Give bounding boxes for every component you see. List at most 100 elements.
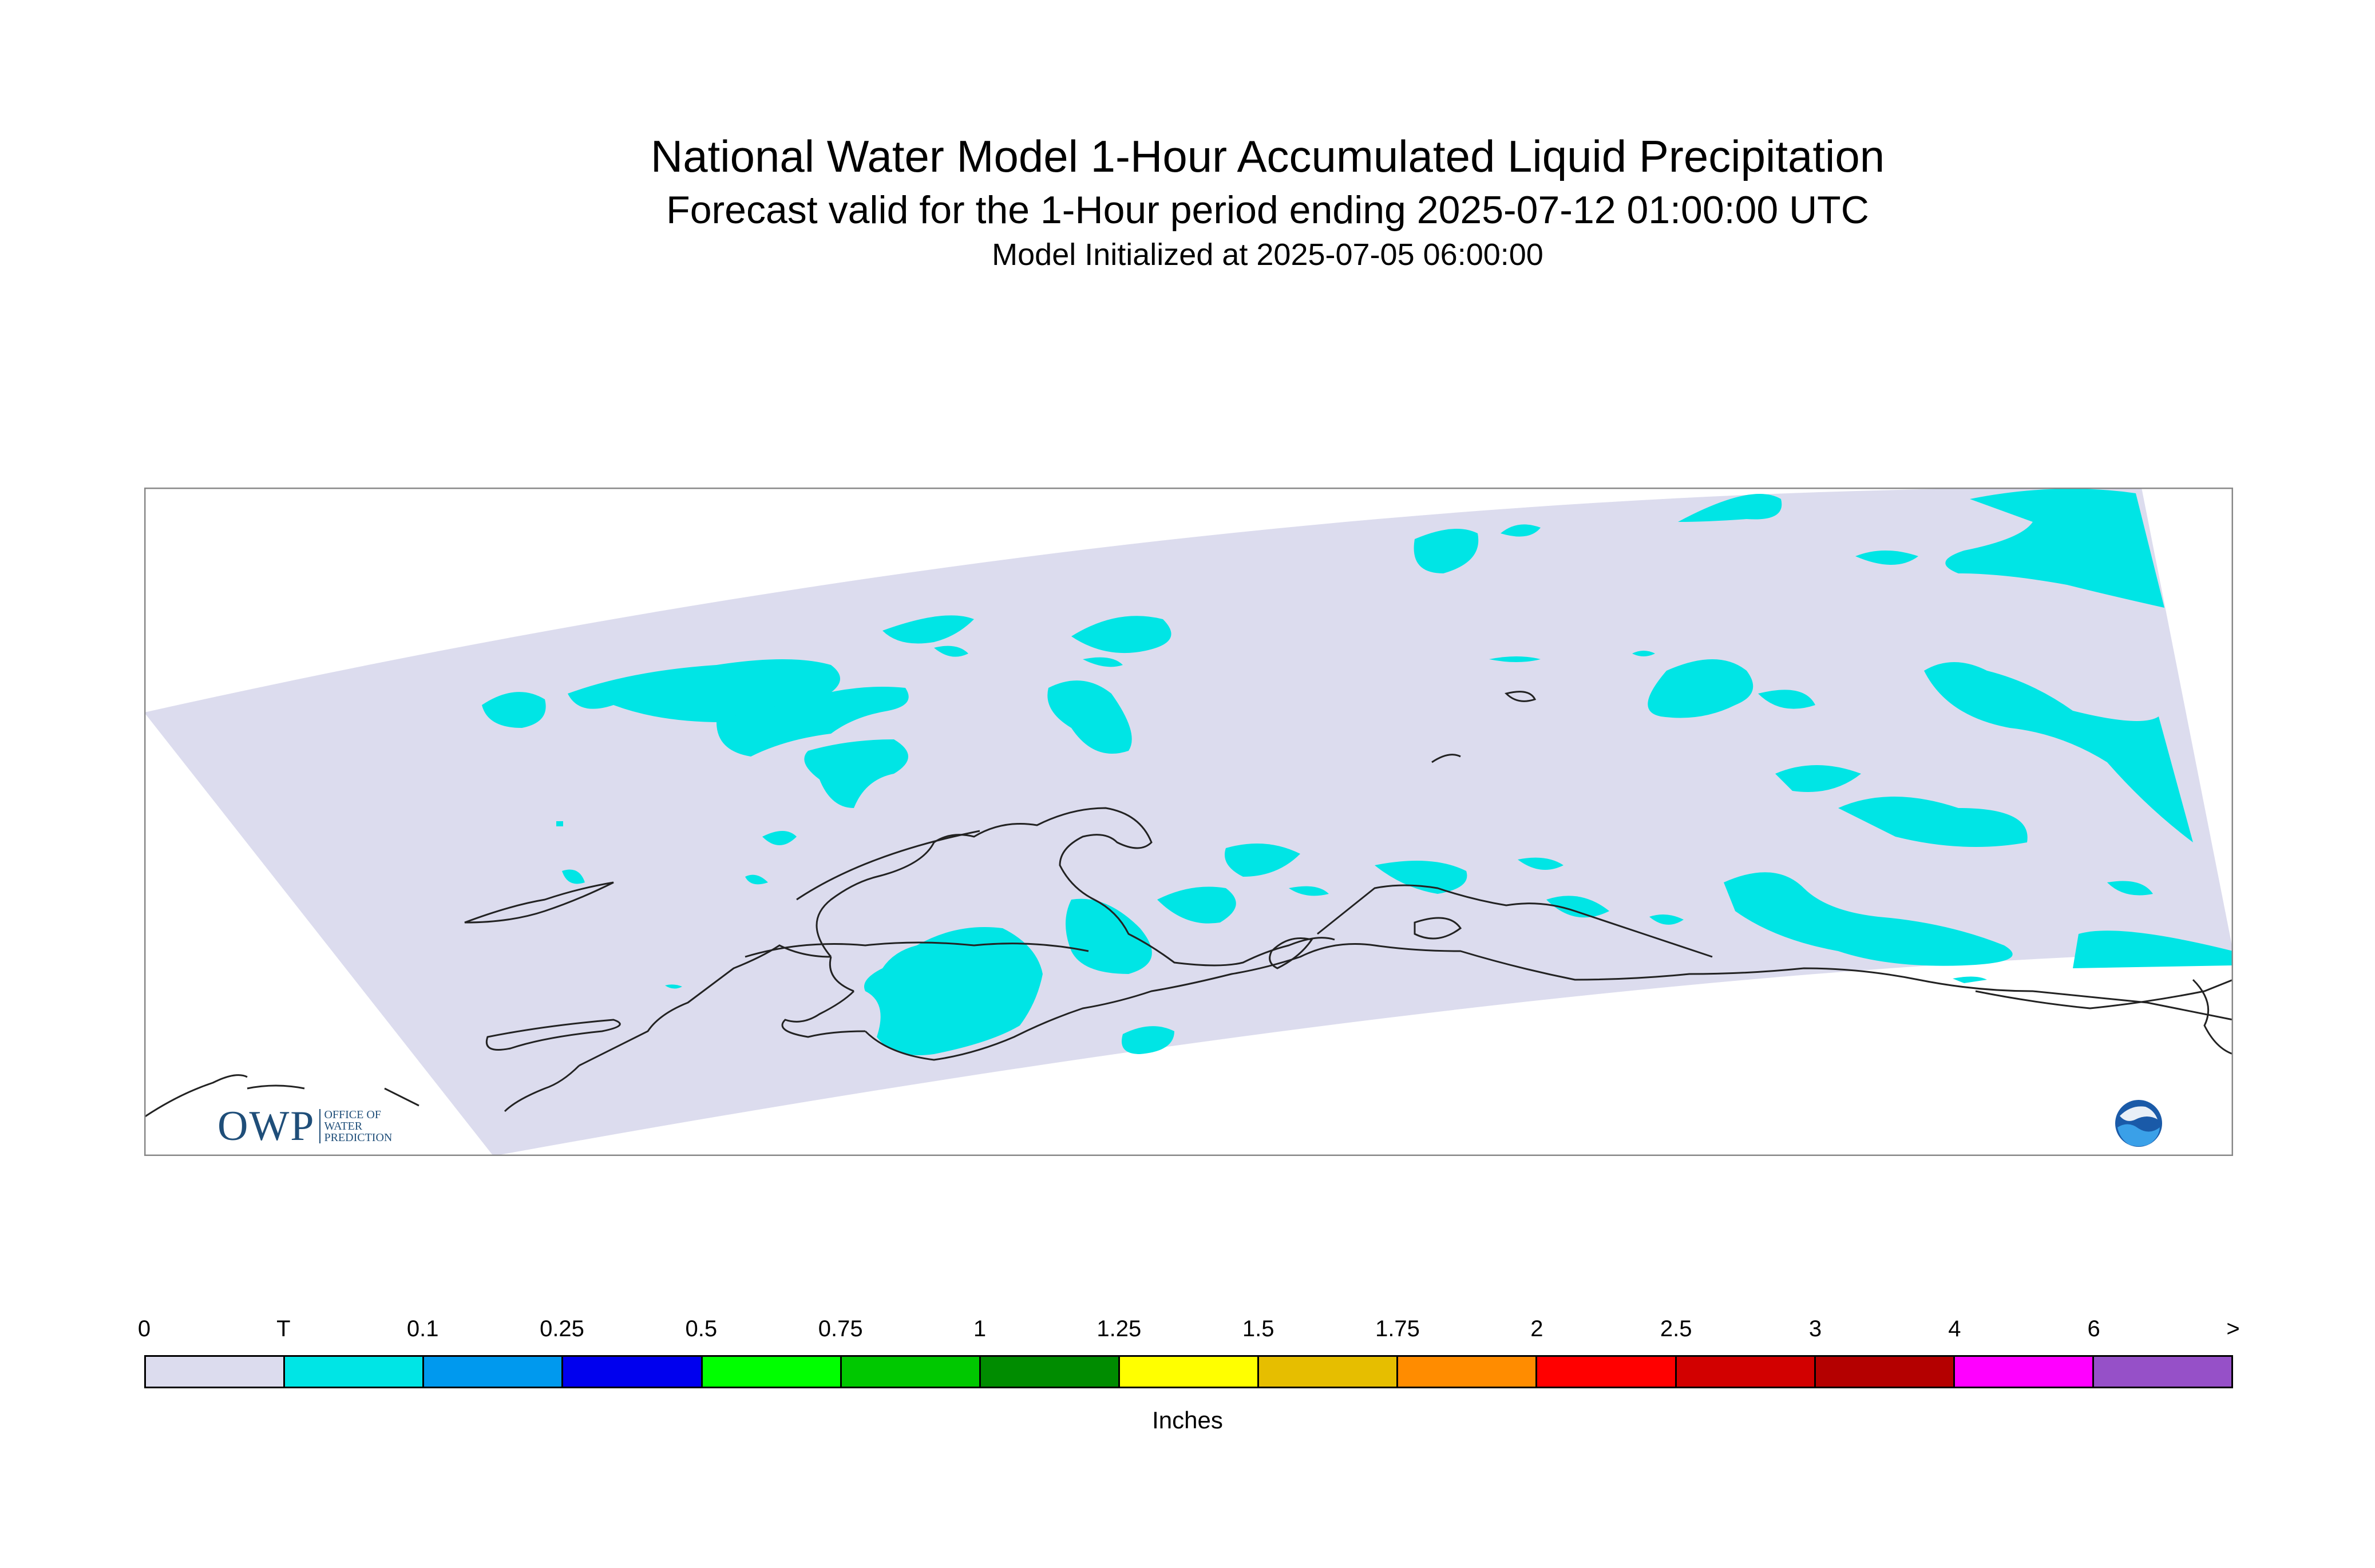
precip-area	[1758, 690, 1815, 709]
precip-area	[1157, 886, 1236, 924]
precip-area	[1775, 765, 1861, 792]
precip-area	[562, 869, 585, 884]
precip-area	[1375, 861, 1467, 894]
island-outline	[1505, 691, 1537, 702]
precip-area	[864, 927, 1043, 1055]
coastline-mainland	[816, 807, 1335, 967]
legend-swatch	[1537, 1357, 1677, 1387]
coastline-west	[579, 944, 832, 1067]
coastline-peninsula	[781, 990, 866, 1038]
river-yukon	[745, 941, 1089, 958]
map-title: National Water Model 1-Hour Accumulated …	[650, 131, 1885, 181]
precip-area	[717, 687, 909, 757]
precip-area	[1678, 494, 1782, 522]
legend-swatch	[1259, 1357, 1399, 1387]
legend-swatch	[1398, 1357, 1538, 1387]
precip-area	[1838, 797, 2028, 847]
precip-area	[1953, 976, 1987, 983]
legend-swatch	[1119, 1357, 1260, 1387]
precip-area	[1501, 524, 1541, 537]
legend-label: 0.25	[540, 1316, 584, 1341]
precip-area	[1083, 657, 1123, 667]
precip-area	[1724, 872, 2013, 966]
owp-logo: OWP OFFICE OF WATER PREDICTION	[217, 1102, 392, 1150]
precip-area	[1225, 844, 1300, 877]
precip-area	[556, 821, 563, 826]
precip-area	[882, 615, 974, 644]
legend-label: 3	[1808, 1316, 1822, 1341]
coastline-east	[2192, 979, 2233, 1055]
legend-label: 0.5	[685, 1316, 718, 1341]
legend-swatch	[702, 1357, 842, 1387]
legend-label: 0	[137, 1316, 151, 1341]
legend-label: 1.5	[1242, 1316, 1274, 1341]
precip-area	[1414, 529, 1479, 573]
precip-area	[1518, 857, 1563, 870]
precip-area	[745, 874, 768, 885]
island-outline	[1431, 754, 1461, 763]
coastline-russia-2	[247, 1084, 305, 1090]
legend-units: Inches	[1152, 1407, 1223, 1434]
legend-swatch	[2093, 1357, 2232, 1387]
precip-area	[1489, 656, 1541, 662]
coastline-canada	[1975, 979, 2233, 1009]
legend-swatch	[1954, 1357, 2094, 1387]
legend-label: T	[276, 1316, 291, 1341]
precip-area	[568, 659, 840, 722]
model-domain	[144, 488, 2233, 1156]
precip-area	[1632, 651, 1655, 656]
legend-color-bar	[144, 1355, 2233, 1388]
precip-area	[482, 692, 546, 728]
legend-swatch	[563, 1357, 703, 1387]
legend-label: 0.75	[818, 1316, 863, 1341]
legend-label: 2.5	[1660, 1316, 1692, 1341]
legend-labels: 0 T 0.1 0.25 0.5 0.75 1 1.25 1.5 1.75 2 2.5 3 4 6 >	[138, 1316, 2240, 1351]
legend-label: 4	[1948, 1316, 1961, 1341]
legend-swatch	[841, 1357, 981, 1387]
island-outline	[464, 881, 614, 924]
legend-swatch	[424, 1357, 564, 1387]
precip-area	[1945, 489, 2164, 608]
precip-area	[665, 984, 682, 989]
forecast-valid-subtitle: Forecast valid for the 1-Hour period end…	[666, 188, 1869, 232]
precip-area	[1047, 680, 1132, 754]
precip-area	[1066, 898, 1152, 974]
coastline-russia	[144, 1074, 248, 1118]
island-kodiak	[1269, 937, 1313, 969]
coastline-north-2	[796, 830, 980, 901]
precip-area	[1855, 551, 1918, 565]
legend-label: 1.25	[1097, 1316, 1142, 1341]
legend-label: 1.75	[1375, 1316, 1420, 1341]
precip-area	[762, 831, 797, 845]
precip-area	[1924, 662, 2193, 842]
noaa-logo	[2115, 1100, 2162, 1147]
legend-swatch	[1815, 1357, 1955, 1387]
legend-label: 2	[1530, 1316, 1543, 1341]
precip-area	[1546, 896, 1609, 918]
precip-area	[934, 646, 968, 657]
owp-logo-text: OFFICE OF WATER PREDICTION	[319, 1109, 392, 1143]
precip-area	[1122, 1026, 1174, 1054]
precip-area	[804, 739, 908, 808]
coastline-gulf	[1317, 884, 1713, 958]
coastline-sw	[504, 1064, 580, 1112]
owp-logo-line-2: WATER	[324, 1120, 363, 1133]
precip-area	[1289, 886, 1329, 896]
legend-label: >	[2226, 1316, 2240, 1341]
precipitation-areas	[482, 489, 2233, 1055]
coastlines	[144, 691, 2233, 1118]
precip-area	[2107, 881, 2153, 896]
legend-label: 1	[973, 1316, 987, 1341]
precipitation-map	[144, 488, 2233, 1156]
island-st-lawrence	[486, 1019, 621, 1051]
model-init-line: Model Initialized at 2025-07-05 06:00:00	[992, 237, 1543, 272]
noaa-logo-wave	[2117, 1124, 2160, 1146]
precip-area	[1071, 616, 1171, 654]
coastline-north	[829, 956, 854, 992]
owp-logo-main: OWP	[217, 1102, 315, 1150]
legend-label: 6	[2087, 1316, 2100, 1341]
precip-area	[1648, 659, 1753, 718]
precip-area	[1649, 914, 1684, 925]
owp-logo-line-3: PREDICTION	[324, 1131, 393, 1144]
map-frame	[144, 488, 2233, 1156]
